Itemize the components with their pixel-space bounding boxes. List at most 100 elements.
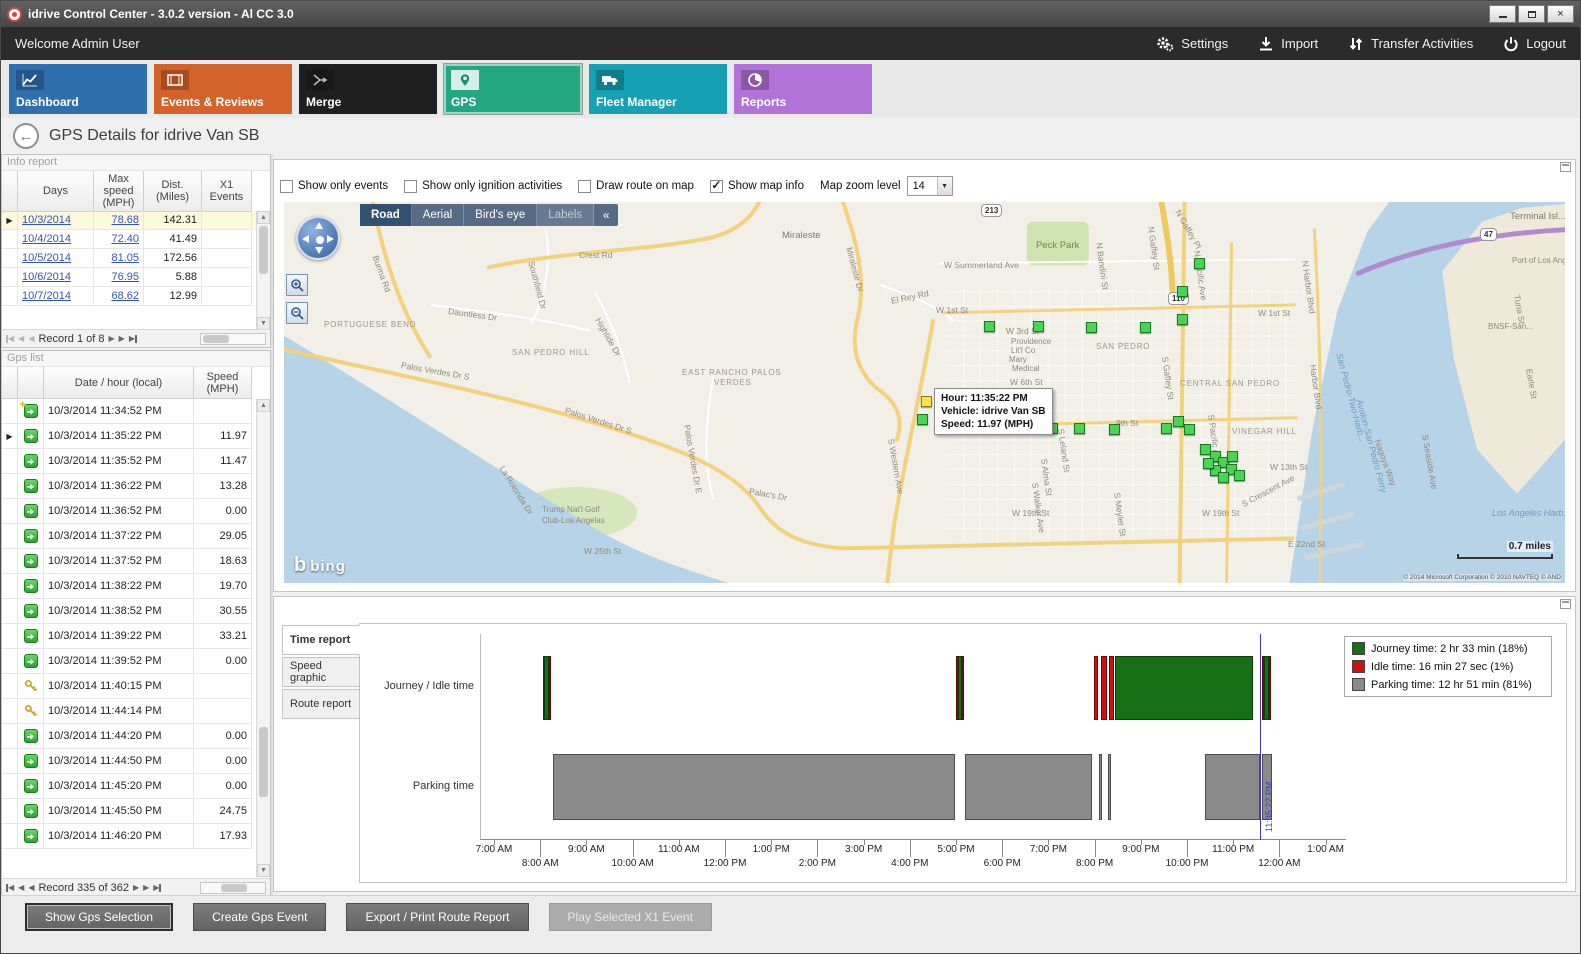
gps-list-row[interactable]: 10/3/2014 11:36:22 PM13.28: [2, 474, 270, 499]
map-zoom-select[interactable]: 14 ▼: [907, 176, 953, 196]
checkbox-show-map-info[interactable]: Show map info: [710, 180, 804, 193]
selected-gps-map-marker[interactable]: [921, 396, 932, 407]
prev-record-button[interactable]: ◀: [28, 335, 34, 343]
gps-list-row[interactable]: 10/3/2014 11:37:52 PM18.63: [2, 549, 270, 574]
col-date-hour[interactable]: Date / hour (local): [44, 367, 194, 399]
info-report-row[interactable]: 10/5/201481.05172.56: [2, 249, 270, 268]
gps-map-marker[interactable]: [1177, 314, 1188, 325]
gps-map-marker[interactable]: [1074, 423, 1085, 434]
day-link[interactable]: 10/5/2014: [22, 252, 71, 264]
selected-gps-map-marker[interactable]: [917, 414, 928, 425]
map-view-road[interactable]: Road: [360, 204, 412, 226]
map-viewbar-collapse-icon[interactable]: «: [594, 204, 618, 226]
checkbox-show-only-ignition[interactable]: Show only ignition activities: [404, 180, 562, 193]
map-panel-collapse-icon[interactable]: [1560, 162, 1571, 172]
gps-map-marker[interactable]: [1140, 322, 1151, 333]
tab-speed-graphic[interactable]: Speed graphic: [282, 657, 360, 687]
map-zoom-in-button[interactable]: [286, 274, 308, 296]
last-record-button[interactable]: ▶: [129, 335, 137, 343]
gps-map-marker[interactable]: [1218, 472, 1229, 483]
info-horizontal-scrollbar[interactable]: [200, 333, 266, 345]
gps-map-marker[interactable]: [1086, 322, 1097, 333]
map-view-birds-eye[interactable]: Bird's eye: [464, 204, 537, 226]
maximize-button[interactable]: [1518, 5, 1545, 23]
gps-list-row[interactable]: 10/3/2014 11:35:52 PM11.47: [2, 449, 270, 474]
last-record-button[interactable]: ▶: [153, 884, 161, 892]
gps-map-marker[interactable]: [1033, 321, 1044, 332]
first-record-button[interactable]: ◀: [6, 335, 14, 343]
scroll-down-icon[interactable]: ▼: [257, 864, 270, 877]
prev-record-button[interactable]: ◀: [28, 884, 34, 892]
tab-merge[interactable]: Merge: [299, 64, 437, 114]
info-report-row[interactable]: ▶10/3/201478.68142.31: [2, 211, 270, 230]
max-speed-link[interactable]: 72.40: [111, 233, 139, 245]
info-report-row[interactable]: 10/4/201472.4041.49: [2, 230, 270, 249]
day-link[interactable]: 10/4/2014: [22, 233, 71, 245]
max-speed-link[interactable]: 81.05: [111, 252, 139, 264]
gps-list-row[interactable]: 10/3/2014 11:45:50 PM24.75: [2, 799, 270, 824]
transfer-activities-button[interactable]: Transfer Activities: [1348, 36, 1473, 52]
day-link[interactable]: 10/7/2014: [22, 290, 71, 302]
gps-list-row[interactable]: 10/3/2014 11:36:52 PM0.00: [2, 499, 270, 524]
map-view-aerial[interactable]: Aerial: [412, 204, 464, 226]
scroll-up-icon[interactable]: ▲: [257, 399, 270, 412]
close-button[interactable]: ×: [1547, 5, 1574, 23]
gps-map-marker[interactable]: [1194, 258, 1205, 269]
gps-horizontal-scrollbar[interactable]: [200, 882, 266, 894]
max-speed-link[interactable]: 76.95: [111, 271, 139, 283]
gps-map-marker[interactable]: [1203, 458, 1214, 469]
chart-panel-collapse-icon[interactable]: [1560, 599, 1571, 609]
tab-gps[interactable]: GPS: [444, 64, 582, 114]
gps-list-row[interactable]: 10/3/2014 11:37:22 PM29.05: [2, 524, 270, 549]
tab-time-report[interactable]: Time report: [282, 625, 360, 655]
gps-list-row[interactable]: 10/3/2014 11:40:15 PM: [2, 674, 270, 699]
info-vertical-scrollbar[interactable]: ▲ ▼: [256, 211, 270, 330]
tab-route-report[interactable]: Route report: [282, 689, 360, 719]
gps-map-marker[interactable]: [1173, 416, 1184, 427]
gps-list-row[interactable]: 10/3/2014 11:38:22 PM19.70: [2, 574, 270, 599]
minimize-button[interactable]: [1489, 5, 1516, 23]
gps-map-marker[interactable]: [1234, 470, 1245, 481]
max-speed-link[interactable]: 68.62: [111, 290, 139, 302]
gps-map-marker[interactable]: [984, 321, 995, 332]
col-dist[interactable]: Dist. (Miles): [144, 171, 202, 212]
gps-map-marker[interactable]: [1227, 451, 1238, 462]
gps-list-row[interactable]: 10/3/2014 11:44:14 PM: [2, 699, 270, 724]
col-speed[interactable]: Speed (MPH): [194, 367, 252, 399]
next-record-button[interactable]: ▶: [133, 884, 139, 892]
tab-reports[interactable]: Reports: [734, 64, 872, 114]
col-max-speed[interactable]: Max speed (MPH): [94, 171, 144, 212]
map-compass-control[interactable]: [296, 216, 340, 260]
import-button[interactable]: Import: [1258, 36, 1318, 52]
gps-list-row[interactable]: +10/3/2014 11:34:52 PM: [2, 399, 270, 424]
show-gps-selection-button[interactable]: Show Gps Selection: [25, 903, 173, 931]
gps-list-row[interactable]: 10/3/2014 11:44:20 PM0.00: [2, 724, 270, 749]
day-link[interactable]: 10/3/2014: [22, 214, 71, 226]
export-print-route-report-button[interactable]: Export / Print Route Report: [346, 903, 528, 931]
first-record-button[interactable]: ◀: [6, 884, 14, 892]
gps-list-row[interactable]: 10/3/2014 11:39:52 PM0.00: [2, 649, 270, 674]
max-speed-link[interactable]: 78.68: [111, 214, 139, 226]
next-page-button[interactable]: ▶: [143, 884, 149, 892]
info-report-row[interactable]: 10/6/201476.955.88: [2, 268, 270, 287]
info-report-row[interactable]: 10/7/201468.6212.99: [2, 287, 270, 306]
prev-page-button[interactable]: ◀: [18, 884, 24, 892]
gps-list-row[interactable]: 10/3/2014 11:45:20 PM0.00: [2, 774, 270, 799]
settings-button[interactable]: Settings: [1156, 36, 1228, 52]
gps-map-marker[interactable]: [1161, 423, 1172, 434]
tab-dashboard[interactable]: Dashboard: [9, 64, 147, 114]
next-page-button[interactable]: ▶: [119, 335, 125, 343]
tab-fleet-manager[interactable]: Fleet Manager: [589, 64, 727, 114]
scroll-up-icon[interactable]: ▲: [257, 211, 270, 224]
checkbox-show-only-events[interactable]: Show only events: [280, 180, 388, 193]
gps-list-row[interactable]: 10/3/2014 11:44:50 PM0.00: [2, 749, 270, 774]
gps-list-row[interactable]: 10/3/2014 11:38:52 PM30.55: [2, 599, 270, 624]
col-x1-events[interactable]: X1 Events: [202, 171, 252, 212]
gps-list-row[interactable]: 10/3/2014 11:46:20 PM17.93: [2, 824, 270, 849]
create-gps-event-button[interactable]: Create Gps Event: [193, 903, 326, 931]
back-button[interactable]: ←: [13, 123, 39, 149]
day-link[interactable]: 10/6/2014: [22, 271, 71, 283]
gps-vertical-scrollbar[interactable]: ▲ ▼: [256, 399, 270, 877]
logout-button[interactable]: Logout: [1503, 36, 1566, 52]
col-days[interactable]: Days: [18, 171, 94, 212]
